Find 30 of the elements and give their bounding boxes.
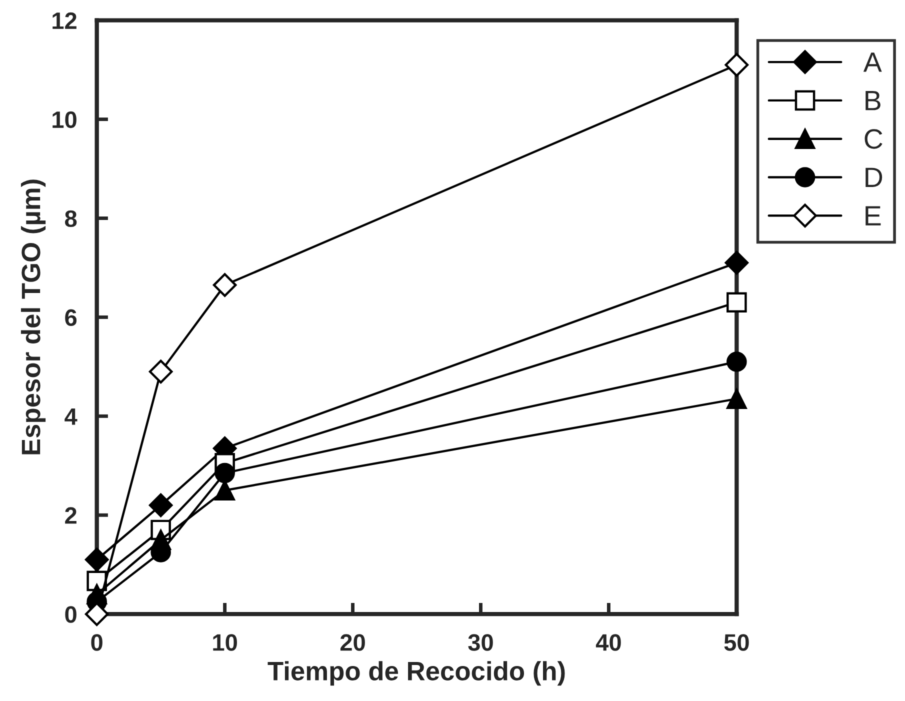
point <box>148 360 173 384</box>
x-tick-label: 10 <box>213 634 237 651</box>
legend-label: A <box>863 52 882 72</box>
point <box>84 548 109 572</box>
point <box>724 250 749 275</box>
y-tick-label: 2 <box>65 507 76 524</box>
x-tick-label: 30 <box>468 634 493 651</box>
y-tick-label: 12 <box>52 12 76 29</box>
y-tick-label: 6 <box>65 309 77 326</box>
x-tick-label: 40 <box>596 634 621 651</box>
legend-label: E <box>866 206 881 226</box>
point <box>726 352 747 372</box>
legend-label: C <box>864 129 882 149</box>
point <box>214 462 235 484</box>
point <box>726 388 747 409</box>
y-tick-label: 8 <box>65 210 77 228</box>
legend-label: D <box>866 168 882 187</box>
y-tick-label: 0 <box>65 606 76 623</box>
x-tick-label: 0 <box>91 634 102 651</box>
x-axis-title: Tiempo de Recocido (h) <box>268 661 565 686</box>
point <box>726 292 747 312</box>
y-tick-label: 4 <box>64 408 78 425</box>
y-tick-label: 10 <box>52 111 76 128</box>
point <box>724 52 749 77</box>
x-tick-label: 20 <box>340 634 365 651</box>
point <box>212 273 237 297</box>
x-tick-label: 50 <box>724 634 749 651</box>
point <box>148 493 173 518</box>
legend-label: B <box>866 91 880 110</box>
y-axis-title: Espesor del TGO (µm) <box>20 180 46 454</box>
